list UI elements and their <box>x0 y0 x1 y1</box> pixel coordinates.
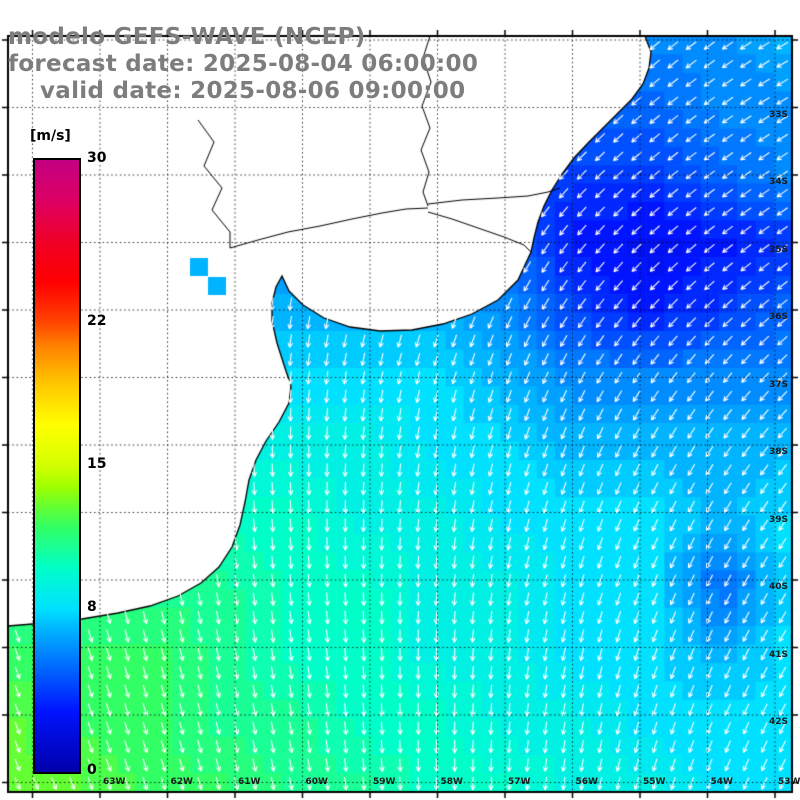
lat-label-42S: 42S <box>768 717 788 727</box>
model-title: modelo GEFS-WAVE (NCEP) <box>8 24 366 50</box>
lat-label-40S: 40S <box>768 582 788 592</box>
lon-label-63W: 63W <box>103 777 126 787</box>
colorbar <box>33 158 81 774</box>
lon-label-56W: 56W <box>575 777 598 787</box>
lat-label-38S: 38S <box>768 447 788 457</box>
lat-label-37S: 37S <box>768 379 788 390</box>
colorbar-tick-8: 8 <box>87 598 97 615</box>
lon-label-53W: 53W <box>778 777 800 787</box>
lon-label-54W: 54W <box>710 777 733 787</box>
lat-label-36S: 36S <box>768 312 788 322</box>
lon-label-55W: 55W <box>643 777 666 787</box>
lat-label-33S: 33S <box>768 109 788 120</box>
lat-label-35S: 35S <box>768 244 788 255</box>
colorbar-tick-22: 22 <box>87 313 107 330</box>
colorbar-tick-0: 0 <box>87 762 97 778</box>
lon-label-60W: 60W <box>305 777 328 787</box>
colorbar-tick-15: 15 <box>87 456 107 472</box>
valid-date: valid date: 2025-08-06 09:00:00 <box>40 78 466 104</box>
title-block: modelo GEFS-WAVE (NCEP) forecast date: 2… <box>8 24 478 105</box>
lat-label-39S: 39S <box>768 514 788 525</box>
forecast-date: forecast date: 2025-08-04 06:00:00 <box>8 51 479 77</box>
colorbar-tick-30: 30 <box>87 150 107 166</box>
lon-label-59W: 59W <box>373 777 396 787</box>
colorbar-unit-label: [m/s] <box>30 128 71 144</box>
lon-label-58W: 58W <box>440 777 463 787</box>
lon-label-61W: 61W <box>238 777 261 787</box>
lat-label-34S: 34S <box>768 177 788 187</box>
lon-label-62W: 62W <box>170 777 193 787</box>
lon-label-57W: 57W <box>508 777 531 787</box>
lat-label-41S: 41S <box>768 649 788 660</box>
